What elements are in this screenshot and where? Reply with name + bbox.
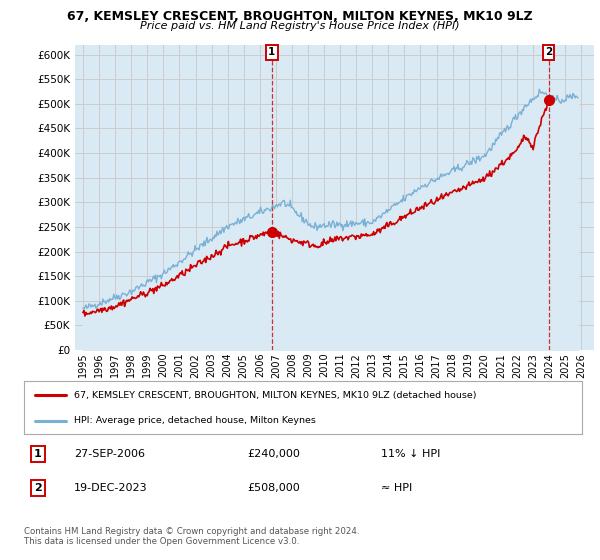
Text: Contains HM Land Registry data © Crown copyright and database right 2024.
This d: Contains HM Land Registry data © Crown c…	[24, 526, 359, 546]
Text: HPI: Average price, detached house, Milton Keynes: HPI: Average price, detached house, Milt…	[74, 416, 316, 425]
Text: 2: 2	[34, 483, 42, 493]
Text: £240,000: £240,000	[247, 449, 300, 459]
Text: ≈ HPI: ≈ HPI	[381, 483, 412, 493]
Text: Price paid vs. HM Land Registry's House Price Index (HPI): Price paid vs. HM Land Registry's House …	[140, 21, 460, 31]
Text: 11% ↓ HPI: 11% ↓ HPI	[381, 449, 440, 459]
Text: £508,000: £508,000	[247, 483, 300, 493]
Text: 67, KEMSLEY CRESCENT, BROUGHTON, MILTON KEYNES, MK10 9LZ (detached house): 67, KEMSLEY CRESCENT, BROUGHTON, MILTON …	[74, 391, 477, 400]
Text: 1: 1	[268, 48, 275, 58]
Text: 19-DEC-2023: 19-DEC-2023	[74, 483, 148, 493]
Text: 67, KEMSLEY CRESCENT, BROUGHTON, MILTON KEYNES, MK10 9LZ: 67, KEMSLEY CRESCENT, BROUGHTON, MILTON …	[67, 10, 533, 22]
Text: 27-SEP-2006: 27-SEP-2006	[74, 449, 145, 459]
Text: 1: 1	[34, 449, 42, 459]
Text: 2: 2	[545, 48, 552, 58]
